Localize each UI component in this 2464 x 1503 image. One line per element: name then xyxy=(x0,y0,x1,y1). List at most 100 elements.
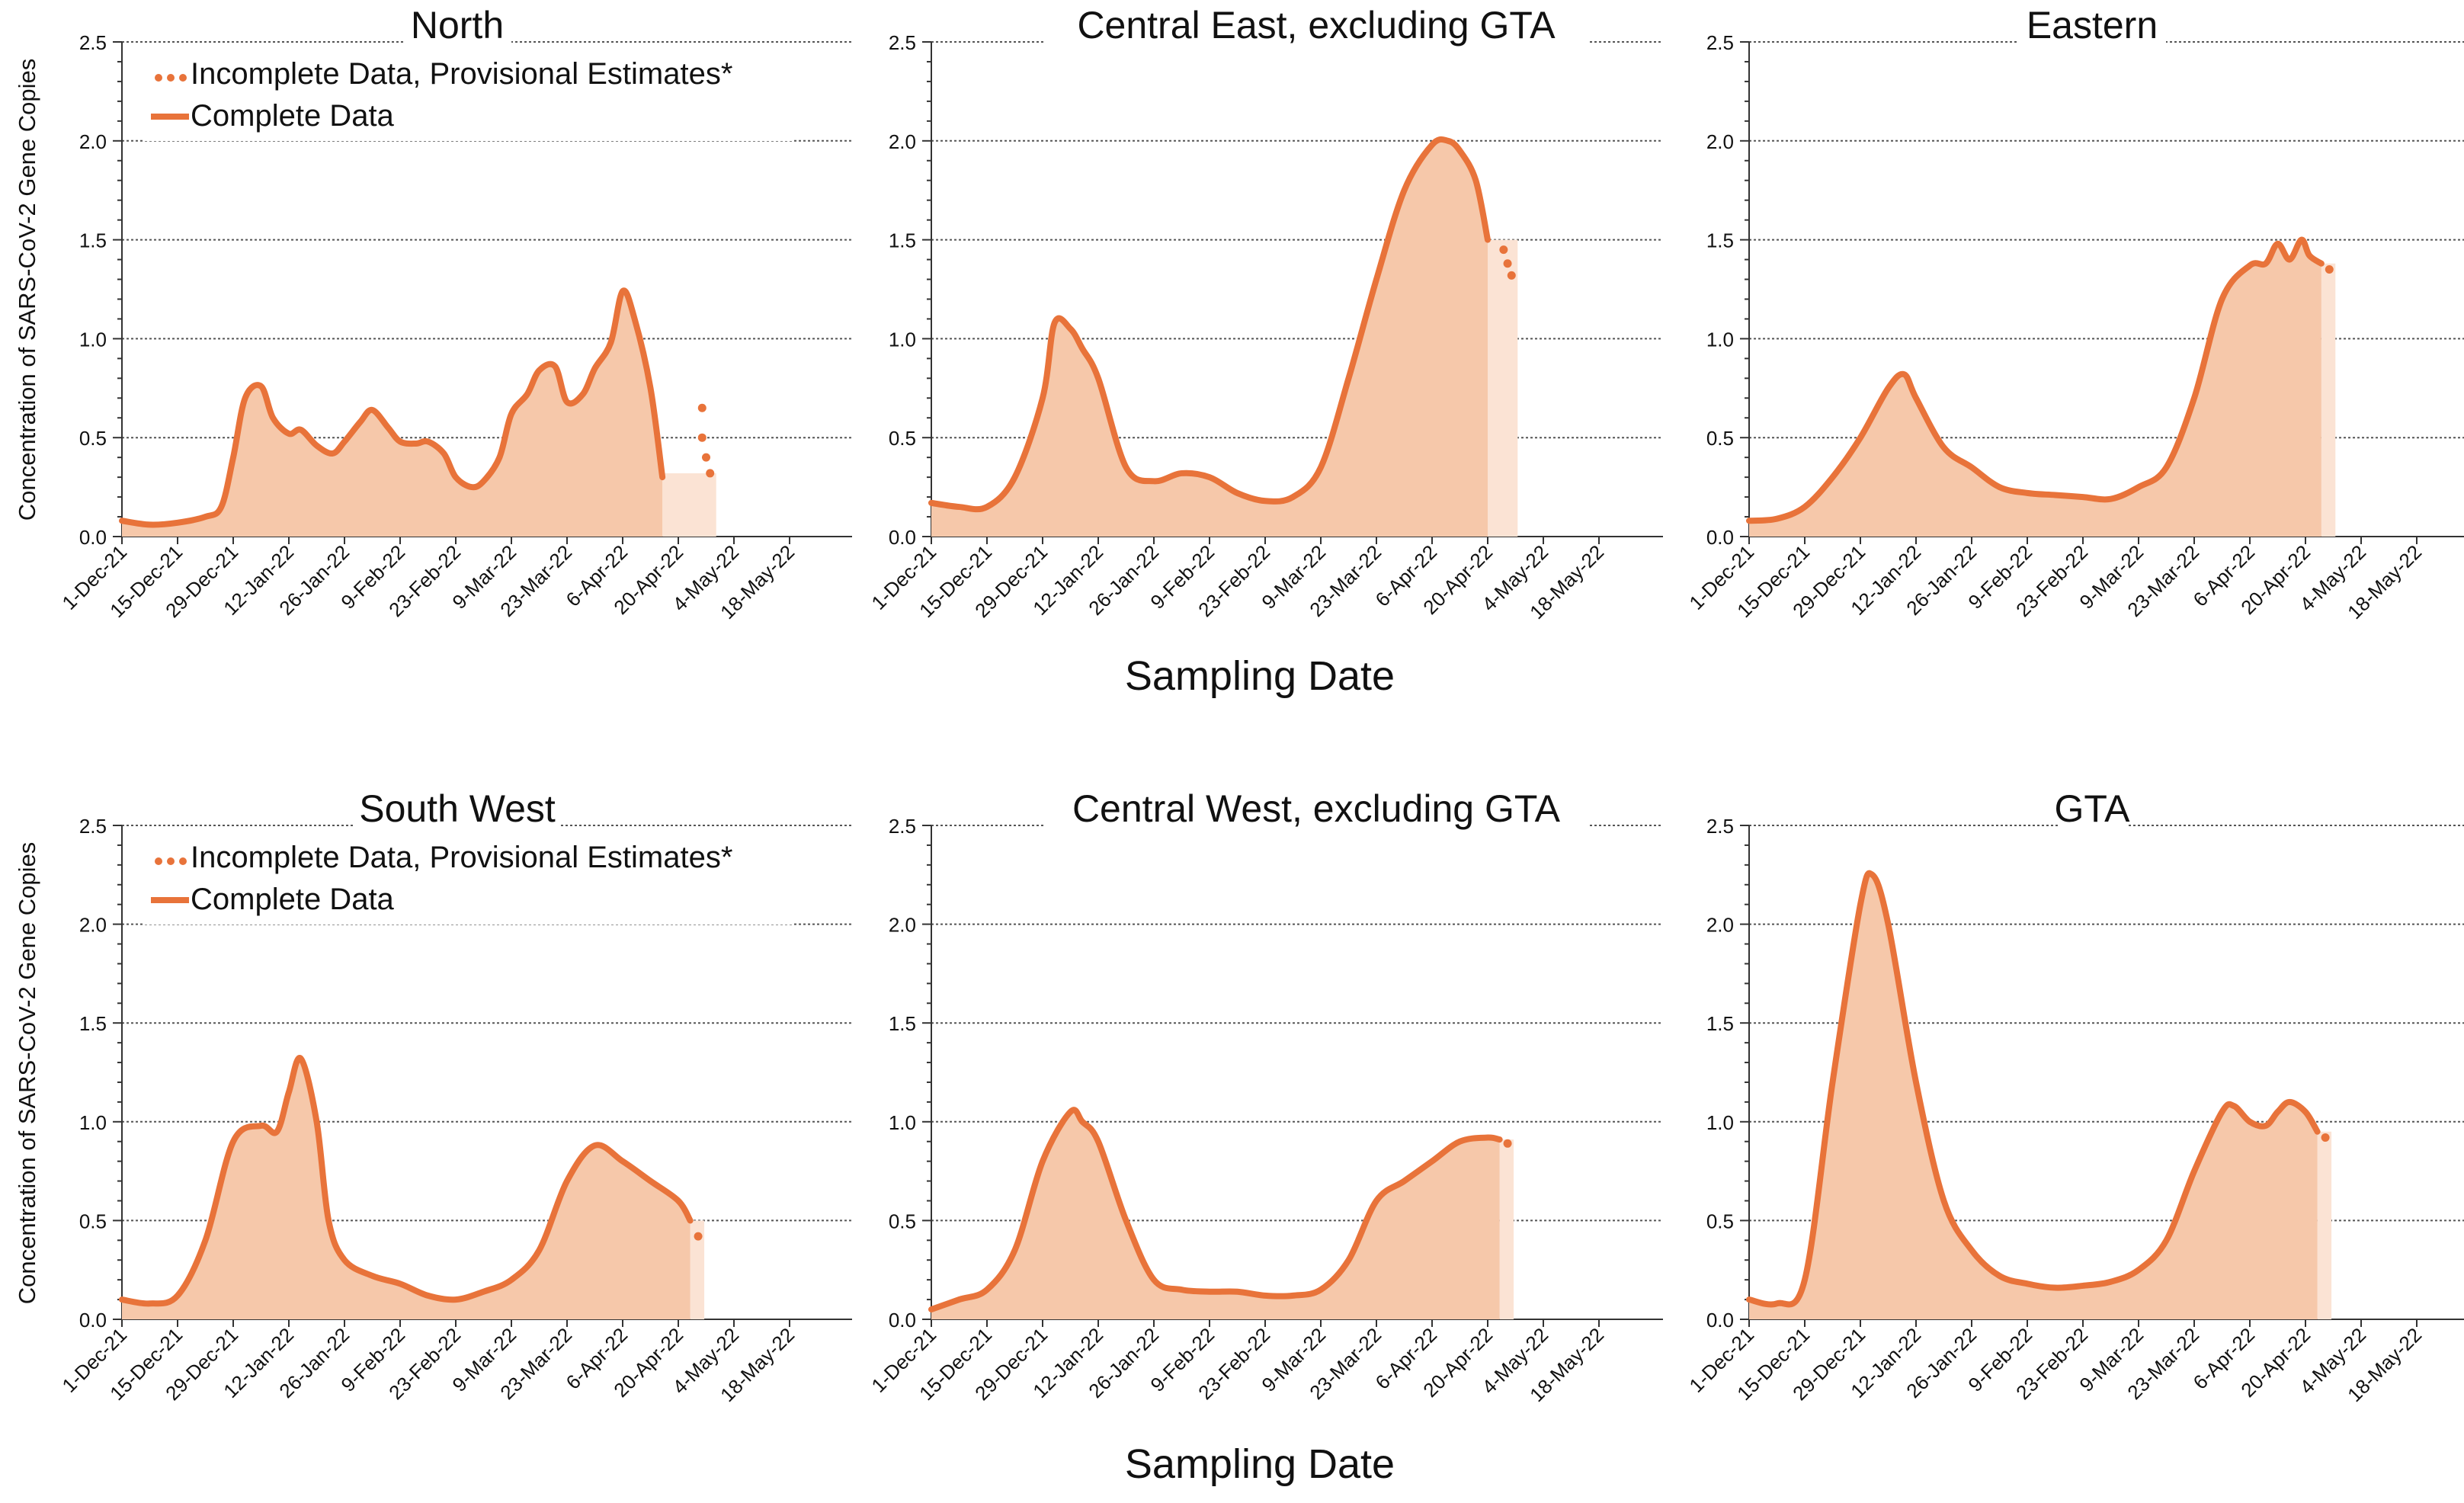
y-tick-label: 1.0 xyxy=(79,328,107,351)
chart-panel-5: 0.00.51.01.52.02.51-Dec-2115-Dec-2129-De… xyxy=(867,787,1663,1406)
provisional-point xyxy=(2325,265,2334,274)
legend: Incomplete Data, Provisional Estimates* C… xyxy=(145,841,793,925)
provisional-point xyxy=(1499,245,1508,255)
y-tick-label: 0.0 xyxy=(79,1309,107,1332)
series-line-complete xyxy=(1746,870,2321,1308)
title-backing xyxy=(1044,4,1588,50)
y-tick-label: 0.5 xyxy=(1706,427,1734,450)
y-tick-label: 1.0 xyxy=(1706,328,1734,351)
legend-dot xyxy=(179,74,187,82)
legend-dot xyxy=(179,857,187,865)
provisional-area xyxy=(1488,239,1518,537)
title-backing xyxy=(1044,787,1588,833)
y-tick-label: 2.5 xyxy=(79,31,107,54)
chart-title: Central West, excluding GTA xyxy=(1072,787,1561,830)
legend-dot xyxy=(155,857,162,865)
chart-title: Central East, excluding GTA xyxy=(1077,4,1556,46)
y-axis-title: Concentration of SARS-CoV-2 Gene Copies xyxy=(14,59,40,521)
series-area xyxy=(122,1058,690,1319)
series-area xyxy=(1749,873,2318,1319)
legend-label-complete: Complete Data xyxy=(191,883,395,916)
y-tick-label: 1.5 xyxy=(889,1012,916,1035)
y-tick-label: 1.0 xyxy=(1706,1111,1734,1134)
y-tick-label: 2.0 xyxy=(1706,130,1734,153)
series-line-complete xyxy=(928,136,1491,513)
y-tick-label: 0.0 xyxy=(889,526,916,549)
y-tick-label: 1.5 xyxy=(889,229,916,252)
series-area xyxy=(1749,239,2321,537)
title-backing xyxy=(403,4,511,50)
chart-title: GTA xyxy=(2054,787,2130,830)
y-tick-label: 2.5 xyxy=(79,815,107,838)
series-area xyxy=(931,1110,1500,1319)
provisional-area xyxy=(2317,1131,2332,1319)
chart-title: South West xyxy=(359,787,556,830)
provisional-point xyxy=(1503,1139,1512,1148)
chart-panel-1: 0.00.51.01.52.02.51-Dec-2115-Dec-2129-De… xyxy=(57,4,852,623)
y-tick-label: 0.0 xyxy=(1706,526,1734,549)
y-tick-label: 1.5 xyxy=(1706,229,1734,252)
series-area xyxy=(931,139,1488,537)
legend-backing xyxy=(145,57,793,141)
provisional-area xyxy=(690,1220,705,1319)
x-axis-title: Sampling Date xyxy=(1125,653,1395,699)
provisional-point xyxy=(697,433,707,442)
provisional-point xyxy=(694,1232,703,1241)
legend-backing xyxy=(145,841,793,925)
y-tick-label: 0.0 xyxy=(889,1309,916,1332)
y-tick-label: 2.0 xyxy=(79,914,107,937)
legend-dot xyxy=(155,74,162,82)
provisional-point xyxy=(706,469,715,478)
y-tick-label: 1.0 xyxy=(79,1111,107,1134)
legend-dot xyxy=(167,857,175,865)
y-tick-label: 1.0 xyxy=(889,1111,916,1134)
x-axis-title: Sampling Date xyxy=(1125,1441,1395,1487)
provisional-area xyxy=(662,473,716,537)
y-tick-label: 2.5 xyxy=(1706,815,1734,838)
series-area xyxy=(122,290,663,537)
chart-panel-2: 0.00.51.01.52.02.51-Dec-2115-Dec-2129-De… xyxy=(867,4,1663,623)
y-tick-label: 0.5 xyxy=(79,1210,107,1232)
y-tick-label: 2.0 xyxy=(1706,914,1734,937)
provisional-area xyxy=(2321,263,2336,537)
y-tick-label: 0.5 xyxy=(889,1210,916,1232)
series-line-complete xyxy=(119,287,666,528)
y-tick-label: 0.5 xyxy=(79,427,107,450)
y-tick-label: 0.0 xyxy=(1706,1309,1734,1332)
legend-dot xyxy=(167,74,175,82)
title-backing xyxy=(354,787,561,833)
series-line-complete xyxy=(928,1107,1503,1313)
y-tick-label: 0.0 xyxy=(79,526,107,549)
y-tick-label: 0.5 xyxy=(1706,1210,1734,1232)
provisional-point xyxy=(1507,271,1516,280)
chart-title: Eastern xyxy=(2027,4,2158,46)
legend-label-complete: Complete Data xyxy=(191,99,395,133)
legend-label-incomplete: Incomplete Data, Provisional Estimates* xyxy=(191,841,732,874)
y-tick-label: 2.5 xyxy=(1706,31,1734,54)
provisional-point xyxy=(702,453,710,462)
y-tick-label: 1.0 xyxy=(889,328,916,351)
provisional-point xyxy=(2321,1133,2330,1142)
y-tick-label: 2.0 xyxy=(79,130,107,153)
y-tick-label: 0.5 xyxy=(889,427,916,450)
y-tick-label: 2.0 xyxy=(889,914,916,937)
title-backing xyxy=(2058,787,2126,833)
chart-panel-3: 0.00.51.01.52.02.51-Dec-2115-Dec-2129-De… xyxy=(1684,4,2464,623)
y-tick-label: 2.0 xyxy=(889,130,916,153)
legend: Incomplete Data, Provisional Estimates* C… xyxy=(145,57,793,141)
provisional-point xyxy=(1503,259,1512,268)
y-tick-label: 1.5 xyxy=(79,229,107,252)
series-line-complete xyxy=(119,1055,694,1307)
y-axis-title: Concentration of SARS-CoV-2 Gene Copies xyxy=(14,842,40,1305)
provisional-area xyxy=(1499,1139,1514,1319)
series-line-complete xyxy=(1746,236,2325,524)
chart-title: North xyxy=(411,4,504,46)
y-tick-label: 2.5 xyxy=(889,31,916,54)
y-tick-label: 1.5 xyxy=(79,1012,107,1035)
chart-panel-4: 0.00.51.01.52.02.51-Dec-2115-Dec-2129-De… xyxy=(57,787,852,1406)
y-tick-label: 2.5 xyxy=(889,815,916,838)
title-backing xyxy=(2018,4,2166,50)
legend-label-incomplete: Incomplete Data, Provisional Estimates* xyxy=(191,57,732,91)
